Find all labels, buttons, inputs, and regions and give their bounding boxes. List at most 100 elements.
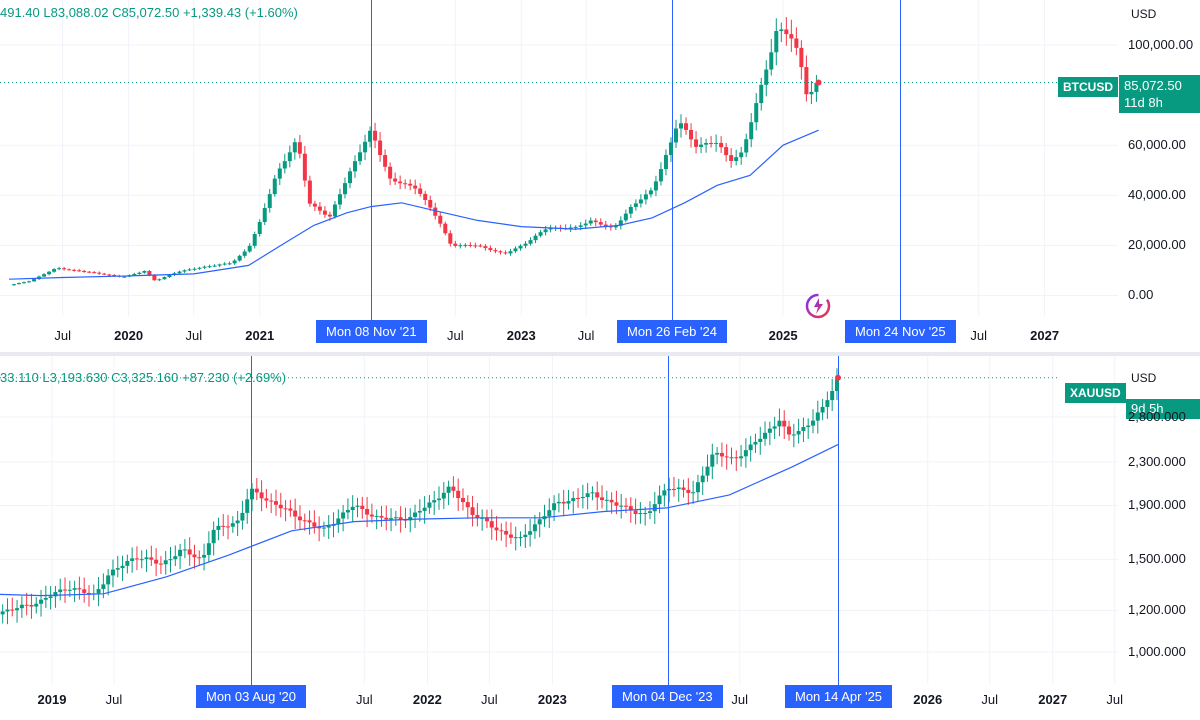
candle-body xyxy=(10,609,15,611)
candle-body xyxy=(432,500,437,503)
candle-body xyxy=(422,507,427,511)
candle-body xyxy=(433,207,438,216)
y-tick-label: 100,000.00 xyxy=(1128,37,1194,53)
candle-body xyxy=(16,283,21,285)
x-tick-label: 2022 xyxy=(412,692,442,707)
candle-body xyxy=(628,206,633,214)
candle-body xyxy=(321,527,326,529)
crosshair-date-label[interactable]: Mon 14 Apr '25 xyxy=(785,685,893,708)
btcusd-pane[interactable]: 491.40 L83,088.02 C85,072.50 +1,339.43 (… xyxy=(0,0,1200,356)
candle-body xyxy=(5,609,10,612)
candle-body xyxy=(456,490,461,499)
candle-body xyxy=(686,489,691,493)
candle-body xyxy=(796,431,801,435)
sparkle-ai-icon[interactable] xyxy=(802,290,834,322)
candle-body xyxy=(257,221,262,234)
crosshair-date-label[interactable]: Mon 04 Dec '23 xyxy=(612,685,723,708)
candle-body xyxy=(293,510,298,517)
currency-label[interactable]: USD xyxy=(1131,371,1157,385)
candle-body xyxy=(438,215,443,224)
candle-body xyxy=(705,466,710,476)
candle-body xyxy=(322,210,327,215)
candle-body xyxy=(552,503,557,511)
candle-body xyxy=(719,142,724,148)
crosshair-date-label[interactable]: Mon 26 Feb '24 xyxy=(617,320,727,343)
candle-body xyxy=(498,251,503,253)
candle-body xyxy=(96,589,101,594)
ohlc-low: L3,193.630 xyxy=(42,370,108,385)
candle-body xyxy=(543,229,548,233)
candle-body xyxy=(347,171,352,184)
candle-body xyxy=(613,225,618,228)
candle-body xyxy=(700,475,705,483)
candle-body xyxy=(676,487,681,489)
candle-body xyxy=(389,518,394,520)
candle-body xyxy=(230,523,235,527)
candle-body xyxy=(647,511,652,514)
candle-body xyxy=(212,265,217,267)
candle-body xyxy=(272,178,277,195)
x-tick-label: Jul xyxy=(731,692,749,707)
candle-body xyxy=(657,495,662,505)
candle-body xyxy=(528,240,533,244)
candle-body xyxy=(681,487,686,490)
candle-body xyxy=(197,557,202,559)
candle-body xyxy=(704,142,709,145)
candle-body xyxy=(662,490,667,496)
candle-body xyxy=(336,518,341,525)
xauusd-pane[interactable]: 33.110 L3,193.630 C3,325.160 +87.230 (+2… xyxy=(0,356,1200,720)
candle-body xyxy=(125,560,130,566)
candle-body xyxy=(350,506,355,510)
candle-body xyxy=(302,153,307,181)
candle-body xyxy=(784,29,789,35)
candle-body xyxy=(97,272,102,274)
pane-separator[interactable] xyxy=(0,352,1200,356)
candle-body xyxy=(468,244,473,246)
candle-body xyxy=(475,515,480,518)
candle-body xyxy=(448,233,453,244)
y-tick-label: 60,000.00 xyxy=(1128,137,1186,153)
x-tick-label: 2023 xyxy=(506,328,536,343)
candle-body xyxy=(580,497,585,499)
candle-body xyxy=(112,275,117,277)
candle-body xyxy=(758,438,763,442)
x-tick-label: Jul xyxy=(1106,692,1124,707)
candle-body xyxy=(154,559,159,564)
candle-body xyxy=(769,52,774,70)
candle-body xyxy=(556,501,561,504)
candle-body xyxy=(341,512,346,519)
candle-body xyxy=(42,274,47,277)
candle-body xyxy=(34,603,39,607)
candle-body xyxy=(15,608,20,611)
candle-body xyxy=(463,244,468,246)
candle-body xyxy=(810,420,815,426)
candle-body xyxy=(590,492,595,494)
x-tick-label: 2021 xyxy=(245,328,275,343)
candle-body xyxy=(368,130,373,142)
candle-body xyxy=(801,427,806,432)
currency-label[interactable]: USD xyxy=(1131,7,1157,21)
xauusd-chart-canvas[interactable] xyxy=(0,356,1200,720)
candle-body xyxy=(744,139,749,153)
candle-body xyxy=(11,284,16,286)
candle-body xyxy=(483,246,488,249)
candle-body xyxy=(408,183,413,186)
candle-body xyxy=(609,499,614,503)
candle-body xyxy=(668,142,673,156)
candle-body xyxy=(734,457,739,459)
ohlc-close: C3,325.160 xyxy=(111,370,179,385)
candle-body xyxy=(287,152,292,162)
btcusd-chart-canvas[interactable] xyxy=(0,0,1200,356)
candle-body xyxy=(187,269,192,271)
crosshair-date-label[interactable]: Mon 24 Nov '25 xyxy=(845,320,956,343)
candle-body xyxy=(764,69,769,85)
candle-body xyxy=(715,452,720,455)
candle-body xyxy=(106,575,111,585)
crosshair-date-label[interactable]: Mon 03 Aug '20 xyxy=(196,685,306,708)
candle-body xyxy=(791,434,796,436)
crosshair-date-label[interactable]: Mon 08 Nov '21 xyxy=(316,320,427,343)
candle-body xyxy=(488,248,493,251)
candle-body xyxy=(571,498,576,502)
candle-body xyxy=(441,492,446,499)
candle-body xyxy=(417,510,422,513)
